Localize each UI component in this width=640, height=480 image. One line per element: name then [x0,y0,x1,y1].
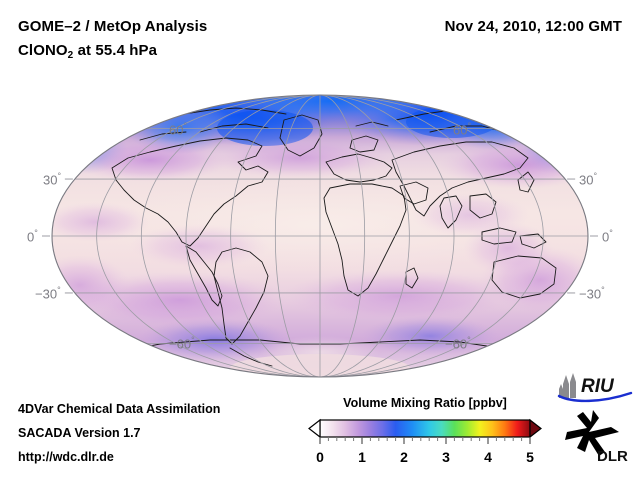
species-pressure: at 55.4 hPa [73,42,158,59]
colorbar-tick-label: 5 [526,449,534,465]
graticule [52,95,588,377]
colorbar-tick-labels: 0 1 2 3 4 5 [316,449,534,465]
riu-wordmark: RIU [581,376,615,397]
lat-label-60-right: 60° [453,121,472,138]
colorbar-svg: 0 1 2 3 4 5 [308,418,542,465]
species-title: ClONO2 at 55.4 hPa [18,42,158,61]
lat-label-30-right: 30° [579,171,598,188]
dlr-logo: DLR [565,410,628,465]
coastlines [111,107,579,367]
lat-label-m30-right: −30° [579,285,605,302]
lat-label-m60-left: −60° [169,335,195,352]
colorbar-body [319,419,531,438]
colorbar-tick-label: 0 [316,449,324,465]
riu-wave-icon [557,391,633,403]
lat-label-0-right: 0° [602,228,613,245]
colorbar-cap-low [308,418,321,439]
riu-logo: RIU [557,373,633,403]
dlr-wordmark: DLR [597,448,628,465]
colorbar-tick-label: 3 [442,449,450,465]
footer-line-2: SACADA Version 1.7 [18,426,141,440]
species-name: ClONO [18,42,68,59]
species-subscript: 2 [67,50,74,61]
lat-label-m60-right: −60° [445,335,471,352]
data-field [52,95,588,377]
lat-label-60-left: 60° [169,121,188,138]
globe-outline [51,94,589,378]
lat-label-m30-left: −30° [35,285,61,302]
colorbar-tick-label: 2 [400,449,408,465]
colorbar: Volume Mixing Ratio [ppbv] 0 1 2 3 4 5 [300,396,550,472]
colorbar-tick-label: 4 [484,449,492,465]
riu-spires-icon [559,373,576,398]
colorbar-title: Volume Mixing Ratio [ppbv] [343,396,507,410]
lat-label-30-left: 30° [43,171,62,188]
footer-line-3[interactable]: http://wdc.dlr.de [18,450,114,464]
colorbar-gradient [308,418,542,439]
colorbar-ticks [319,437,531,444]
colorbar-cap-high [529,418,542,439]
page-title: GOME–2 / MetOp Analysis [18,18,208,35]
timestamp: Nov 24, 2010, 12:00 GMT [444,18,622,35]
colorbar-tick-label: 1 [358,449,366,465]
lat-label-0-left: 0° [27,228,38,245]
footer-line-1: 4DVar Chemical Data Assimilation [18,402,221,416]
dlr-pinwheel-icon [565,410,619,456]
